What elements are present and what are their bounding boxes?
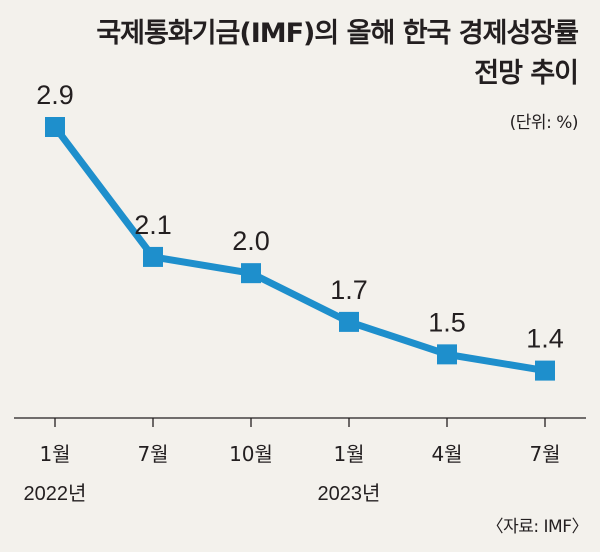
series-line-layer bbox=[51, 123, 549, 375]
x-tick-label: 1월 bbox=[39, 442, 70, 466]
x-tick-label-layer: 1월 2022년 7월 10월 1월 2023년 4월 7월 bbox=[24, 442, 561, 505]
data-label: 2.1 bbox=[134, 210, 172, 240]
chart-title-line2: 전망 추이 bbox=[474, 58, 579, 89]
unit-label: (단위: %) bbox=[509, 113, 579, 133]
data-point-marker bbox=[241, 263, 261, 284]
data-label: 2.9 bbox=[36, 80, 74, 110]
x-tick-label: 10월 bbox=[229, 442, 273, 466]
data-label: 2.0 bbox=[232, 226, 270, 256]
data-label: 1.5 bbox=[428, 307, 466, 337]
year-label: 2023년 bbox=[318, 482, 381, 505]
data-point-marker bbox=[143, 246, 163, 267]
x-tick-label: 7월 bbox=[137, 442, 168, 466]
marker-layer bbox=[45, 117, 555, 381]
data-label: 1.4 bbox=[526, 324, 564, 354]
x-axis bbox=[14, 417, 586, 427]
x-tick-label: 1월 bbox=[333, 442, 364, 466]
chart-title-line1: 국제통화기금(IMF)의 올해 한국 경제성장률 bbox=[96, 18, 579, 49]
x-tick-label: 4월 bbox=[431, 442, 462, 466]
year-label: 2022년 bbox=[24, 482, 87, 505]
data-label: 1.7 bbox=[330, 275, 368, 305]
data-point-marker bbox=[339, 311, 359, 332]
series-line bbox=[51, 123, 549, 375]
source-note: 〈자료: IMF〉 bbox=[486, 517, 589, 537]
data-point-marker bbox=[535, 360, 555, 381]
data-point-marker bbox=[45, 117, 65, 137]
data-point-marker bbox=[437, 344, 457, 365]
data-label-layer: 2.9 2.1 2.0 1.7 1.5 1.4 bbox=[36, 80, 564, 354]
x-tick-label: 7월 bbox=[529, 442, 560, 466]
chart-title: 국제통화기금(IMF)의 올해 한국 경제성장률 전망 추이 bbox=[96, 14, 579, 94]
